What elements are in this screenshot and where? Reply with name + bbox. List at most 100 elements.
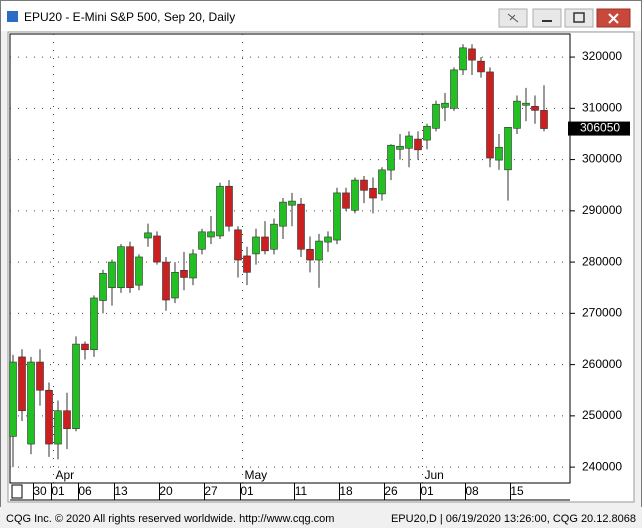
y-tick-label: 260000 — [582, 357, 622, 371]
candle-body — [414, 138, 422, 151]
y-tick-label: 320000 — [582, 49, 622, 63]
x-tick-label: 27 — [204, 484, 218, 498]
candle-body — [468, 48, 476, 61]
x-tick-label: 26 — [384, 484, 398, 498]
candle-body — [351, 179, 359, 211]
candle-body — [9, 361, 17, 437]
candle-body — [90, 297, 98, 351]
candle-body — [144, 232, 152, 239]
candle-body — [153, 235, 161, 263]
candle-body — [216, 185, 224, 237]
month-label: Apr — [56, 468, 75, 482]
x-tick-label: 01 — [51, 484, 65, 498]
candle-body — [477, 60, 485, 73]
y-tick-label: 280000 — [582, 254, 622, 268]
candle-body — [225, 185, 233, 227]
x-tick-label: 08 — [465, 484, 479, 498]
candles-layer — [9, 34, 570, 483]
x-tick-label: 18 — [339, 484, 353, 498]
candle-body — [27, 361, 35, 445]
x-tick-label: 20 — [159, 484, 173, 498]
last-price-box — [568, 121, 630, 136]
x-tick-label: 15 — [510, 484, 524, 498]
candle-body — [495, 146, 503, 161]
y-tick-label: 240000 — [582, 459, 622, 473]
candle-body — [162, 261, 170, 301]
candle-body — [279, 201, 287, 227]
candle-body — [72, 343, 80, 429]
candle-body — [252, 236, 260, 255]
candle-body — [387, 144, 395, 171]
candle-body — [405, 135, 413, 149]
candle-body — [180, 269, 188, 278]
candle-body — [63, 410, 71, 429]
candle-body — [198, 231, 206, 250]
y-tick-label: 250000 — [582, 408, 622, 422]
candle-body — [207, 231, 215, 238]
candle-body — [396, 145, 404, 150]
candle-body — [342, 192, 350, 209]
candle-body — [423, 125, 431, 141]
candle-body — [306, 248, 314, 261]
candle-body — [333, 192, 341, 241]
candle-body — [504, 126, 512, 171]
candle-body — [135, 256, 143, 286]
candle-body — [450, 69, 458, 109]
candle-body — [513, 100, 521, 129]
plot-area — [9, 33, 571, 484]
candle-body — [441, 102, 449, 108]
candle-body — [270, 223, 278, 250]
last-price-label: 306050 — [580, 121, 620, 135]
candle-body — [486, 71, 494, 159]
maximize-icon — [573, 12, 585, 23]
scroll-box[interactable] — [11, 484, 23, 499]
month-label: Jun — [425, 468, 444, 482]
candle-body — [531, 105, 539, 111]
candle-body — [297, 203, 305, 250]
candle-body — [108, 261, 116, 289]
status-bar — [0, 507, 642, 528]
candle-body — [360, 179, 368, 191]
status-right: EPU20,D | 06/19/2020 13:26:00, CQG 20.12… — [391, 513, 636, 525]
x-tick-label: 06 — [78, 484, 92, 498]
maximize-button[interactable] — [564, 8, 594, 28]
candle-body — [315, 240, 323, 261]
candle-body — [189, 253, 197, 279]
close-icon — [608, 13, 619, 24]
candle-body — [99, 273, 107, 301]
status-left: CQG Inc. © 2020 All rights reserved worl… — [6, 513, 334, 525]
candle-body — [126, 246, 134, 289]
candle-body — [432, 103, 440, 129]
y-tick-label: 270000 — [582, 306, 622, 320]
y-tick-label: 290000 — [582, 203, 622, 217]
candle-body — [54, 410, 62, 445]
candle-body — [459, 47, 467, 71]
candle-body — [36, 361, 44, 391]
window-buttons — [498, 8, 631, 28]
candle-body — [261, 236, 269, 252]
candle-body — [324, 236, 332, 243]
window-title: EPU20 - E-Mini S&P 500, Sep 20, Daily — [24, 10, 235, 24]
month-label: May — [245, 468, 268, 482]
app-icon — [7, 11, 18, 22]
x-tick-label: 11 — [295, 484, 308, 498]
y-tick-label: 310000 — [582, 100, 622, 114]
candle-body — [18, 356, 26, 412]
candle-body — [171, 272, 179, 299]
candle-body — [81, 343, 89, 351]
candle-body — [369, 187, 377, 199]
candle-body — [243, 255, 251, 273]
candle-body — [378, 169, 386, 195]
x-tick-label: 01 — [420, 484, 434, 498]
candle-body — [540, 110, 548, 129]
candle-body — [288, 200, 296, 206]
x-tick-label: 30 — [33, 484, 47, 498]
candle-body — [522, 102, 530, 106]
minimize-button[interactable] — [532, 8, 562, 28]
pin-icon — [507, 13, 519, 23]
candle-body — [117, 246, 125, 289]
y-tick-label: 300000 — [582, 152, 622, 166]
candle-body — [45, 389, 53, 445]
x-tick-label: 13 — [114, 484, 128, 498]
